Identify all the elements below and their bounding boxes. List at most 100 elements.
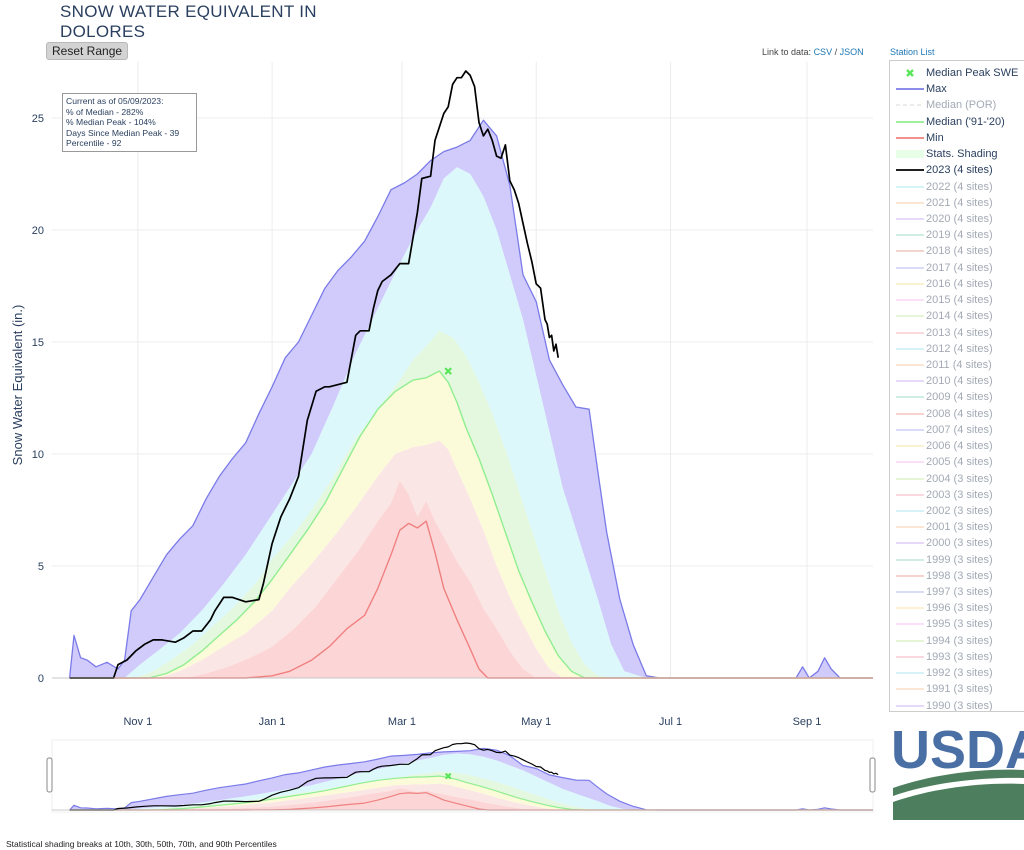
legend-label: 2003 (3 sites) — [926, 488, 993, 501]
band-p50-p70 — [69, 330, 874, 678]
legend-label: 2017 (4 sites) — [926, 261, 993, 274]
legend-swatch — [896, 542, 924, 545]
range-handle-left[interactable] — [46, 757, 53, 793]
legend-label: Stats. Shading — [926, 148, 998, 161]
legend-item[interactable]: 2016 (4 sites) — [890, 277, 1024, 293]
legend-marker-swatch — [906, 69, 914, 77]
status-line-date: Current as of 05/09/2023: — [66, 96, 164, 106]
band-max-p90 — [69, 120, 874, 678]
legend-label: 2018 (4 sites) — [926, 245, 993, 258]
station-list-link[interactable]: Station List — [890, 47, 935, 57]
y-axis-label: Snow Water Equivalent (in.) — [10, 305, 25, 466]
y-tick-label: 15 — [32, 337, 44, 349]
legend-item[interactable]: 2015 (4 sites) — [890, 293, 1024, 309]
page-title: SNOW WATER EQUIVALENT IN DOLORES — [60, 2, 317, 42]
legend-item[interactable]: 2001 (3 sites) — [890, 520, 1024, 536]
legend-label: 2004 (3 sites) — [926, 472, 993, 485]
legend-item[interactable]: 2006 (4 sites) — [890, 439, 1024, 455]
legend-item[interactable]: 1994 (3 sites) — [890, 634, 1024, 650]
legend-item[interactable]: 1991 (3 sites) — [890, 682, 1024, 698]
legend-item[interactable]: Min — [890, 131, 1024, 147]
legend-item[interactable]: Max — [890, 82, 1024, 98]
legend-item[interactable]: 2019 (4 sites) — [890, 228, 1024, 244]
legend-item[interactable]: 2008 (4 sites) — [890, 407, 1024, 423]
legend-swatch — [896, 380, 924, 383]
csv-link[interactable]: CSV — [813, 47, 833, 57]
legend-item[interactable]: 1995 (3 sites) — [890, 617, 1024, 633]
legend-swatch — [896, 331, 924, 334]
legend-item[interactable]: 2011 (4 sites) — [890, 358, 1024, 374]
legend-item[interactable]: 2000 (3 sites) — [890, 536, 1024, 552]
legend-item[interactable]: 1992 (3 sites) — [890, 666, 1024, 682]
legend-item[interactable]: 2013 (4 sites) — [890, 326, 1024, 342]
legend-label: 2021 (4 sites) — [926, 196, 993, 209]
legend-item[interactable]: 2005 (4 sites) — [890, 455, 1024, 471]
legend-item[interactable]: 2003 (3 sites) — [890, 488, 1024, 504]
legend-label: 1997 (3 sites) — [926, 586, 993, 599]
y-tick-label: 20 — [32, 225, 44, 237]
legend-label: 1992 (3 sites) — [926, 667, 993, 680]
legend-swatch — [896, 136, 924, 139]
legend-item[interactable]: 2002 (3 sites) — [890, 504, 1024, 520]
median-peak-marker — [444, 367, 452, 375]
legend-swatch — [896, 218, 924, 220]
legend-item[interactable]: 2020 (4 sites) — [890, 212, 1024, 228]
legend-swatch — [896, 169, 924, 172]
legend-item[interactable]: 2010 (4 sites) — [890, 374, 1024, 390]
legend-label: 2023 (4 sites) — [926, 164, 993, 177]
legend-item[interactable]: 2004 (3 sites) — [890, 472, 1024, 488]
legend-swatch — [896, 234, 924, 237]
legend-item[interactable]: Median (POR) — [890, 98, 1024, 114]
legend-swatch — [896, 445, 924, 447]
legend-label: 1998 (3 sites) — [926, 569, 993, 582]
legend-item[interactable]: Median Peak SWE — [890, 66, 1024, 82]
legend-item[interactable]: 1996 (3 sites) — [890, 601, 1024, 617]
legend-item[interactable]: 1993 (3 sites) — [890, 650, 1024, 666]
legend-label: 2016 (4 sites) — [926, 277, 993, 290]
legend-swatch — [896, 591, 924, 593]
legend-swatch — [896, 282, 924, 285]
legend-item[interactable]: 1998 (3 sites) — [890, 569, 1024, 585]
legend-swatch — [896, 623, 924, 626]
legend-item[interactable]: 2012 (4 sites) — [890, 342, 1024, 358]
legend-item[interactable]: Stats. Shading — [890, 147, 1024, 163]
legend-label: Min — [926, 131, 944, 144]
legend-item[interactable]: 2007 (4 sites) — [890, 423, 1024, 439]
range-slider[interactable] — [46, 739, 876, 813]
range-handle-right[interactable] — [869, 757, 876, 793]
band-p30-p50 — [69, 371, 874, 678]
legend-item[interactable]: 1990 (3 sites) — [890, 699, 1024, 712]
reset-range-button[interactable]: Reset Range — [46, 42, 129, 60]
legend-label: Median (POR) — [926, 99, 997, 112]
legend-label: 2013 (4 sites) — [926, 326, 993, 339]
mini-band-p30-p50 — [69, 776, 874, 810]
legend-swatch — [896, 428, 924, 431]
legend-swatch — [896, 639, 924, 642]
legend-swatch — [896, 150, 924, 159]
title-line-2: DOLORES — [60, 22, 146, 41]
legend-item[interactable]: 1999 (3 sites) — [890, 553, 1024, 569]
json-link[interactable]: JSON — [839, 47, 864, 57]
series-min — [69, 520, 873, 679]
link-separator: / — [834, 47, 838, 57]
legend-item[interactable]: 2022 (4 sites) — [890, 180, 1024, 196]
y-tick-label: 10 — [32, 449, 44, 461]
legend-item[interactable]: 1997 (3 sites) — [890, 585, 1024, 601]
mini-band-min-p10 — [69, 788, 874, 810]
legend-item[interactable]: 2023 (4 sites) — [890, 163, 1024, 179]
legend-item[interactable]: 2009 (4 sites) — [890, 390, 1024, 406]
legend-item[interactable]: 2018 (4 sites) — [890, 244, 1024, 260]
data-links: Link to data: CSV / JSON — [762, 47, 864, 57]
legend-item[interactable]: 2014 (4 sites) — [890, 309, 1024, 325]
legend-label: 2010 (4 sites) — [926, 375, 993, 388]
legend-item[interactable]: 2021 (4 sites) — [890, 196, 1024, 212]
mini-band-p50-p70 — [69, 771, 874, 810]
legend-item[interactable]: 2017 (4 sites) — [890, 261, 1024, 277]
legend-swatch — [896, 250, 924, 253]
legend-swatch — [896, 412, 924, 415]
main-plot-area[interactable]: 0 5 10 15 20 25 Nov 1 Jan 1 Mar 1 May 1 Jul 1 Sep 1 — [32, 62, 874, 728]
legend-item[interactable]: Median ('91-'20) — [890, 115, 1024, 131]
legend-label: 1990 (3 sites) — [926, 699, 993, 712]
legend-swatch — [906, 69, 914, 77]
